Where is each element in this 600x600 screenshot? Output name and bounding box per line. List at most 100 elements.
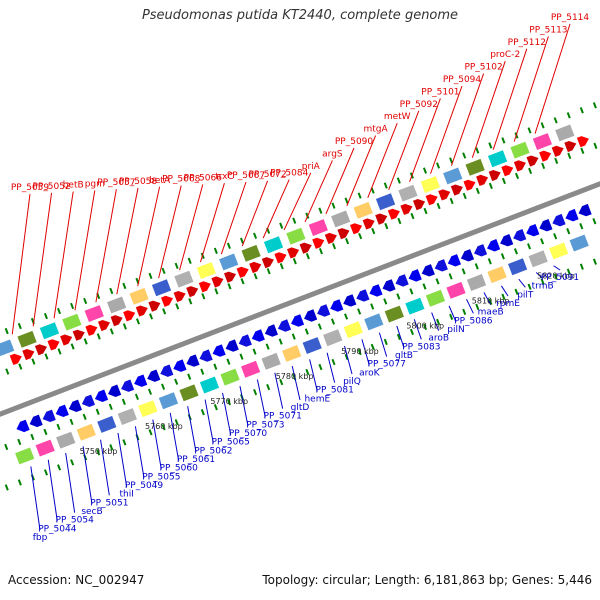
gene-label[interactable]: PP_5061	[177, 455, 215, 465]
gene-label[interactable]: PP_5052	[32, 182, 70, 192]
gene-label[interactable]: trmB	[532, 282, 554, 292]
reverse-gene-arrow[interactable]	[369, 284, 383, 297]
gene-label[interactable]: metW	[384, 112, 411, 122]
forward-gene-arrow[interactable]	[224, 271, 236, 283]
gene-label[interactable]: PP_5101	[421, 87, 459, 97]
gene-label[interactable]: proC-2	[490, 50, 520, 60]
reverse-gene-arrow[interactable]	[474, 244, 488, 257]
gene-label[interactable]: PP_5066	[184, 173, 223, 183]
gene-label[interactable]: priA	[302, 162, 321, 172]
gene-label[interactable]: PP_5068	[162, 175, 201, 185]
reverse-gene-arrow[interactable]	[408, 269, 422, 282]
forward-gene-arrow[interactable]	[324, 232, 337, 244]
gene-label[interactable]: secB	[81, 507, 102, 517]
gene-label[interactable]: argS	[322, 149, 343, 159]
forward-gene-arrow[interactable]	[274, 252, 287, 264]
gene-label[interactable]: PP_5112	[508, 38, 546, 48]
forward-gene-arrow[interactable]	[60, 334, 73, 346]
forward-gene-arrow[interactable]	[526, 155, 539, 167]
gene-label[interactable]: pilQ	[343, 377, 361, 387]
reverse-gene-arrow[interactable]	[55, 404, 69, 417]
reverse-gene-arrow[interactable]	[108, 384, 122, 398]
gene-label[interactable]: rpmE	[496, 299, 520, 309]
gene-label[interactable]: hemE	[304, 394, 330, 404]
forward-gene-arrow[interactable]	[161, 295, 173, 307]
forward-gene-arrow[interactable]	[501, 165, 514, 177]
gene-label[interactable]: PP_5059	[11, 183, 50, 193]
reverse-gene-arrow[interactable]	[565, 208, 579, 222]
gene-label[interactable]: PP_5044	[38, 524, 77, 534]
reverse-gene-arrow[interactable]	[42, 409, 56, 422]
reverse-gene-arrow[interactable]	[29, 414, 43, 428]
gene-label[interactable]: PP_5092	[400, 100, 438, 110]
forward-gene-arrow[interactable]	[287, 247, 300, 259]
forward-gene-arrow[interactable]	[425, 194, 438, 206]
forward-gene-arrow[interactable]	[135, 305, 148, 317]
gene-label[interactable]: PP_5102	[464, 63, 502, 73]
reverse-gene-arrow[interactable]	[160, 364, 174, 377]
forward-gene-arrow[interactable]	[362, 218, 375, 230]
reverse-gene-arrow[interactable]	[94, 389, 109, 403]
gene-label[interactable]: pgm	[85, 179, 105, 189]
gene-label[interactable]: PP_5070	[229, 429, 268, 439]
reverse-gene-arrow[interactable]	[134, 374, 148, 387]
forward-gene-arrow[interactable]	[576, 136, 589, 148]
gene-label[interactable]: PP_5065	[212, 438, 250, 448]
reverse-gene-arrow[interactable]	[186, 354, 200, 367]
gene-label[interactable]: PP_5072	[248, 170, 286, 180]
forward-gene-arrow[interactable]	[539, 150, 552, 162]
forward-gene-arrow[interactable]	[98, 320, 110, 332]
reverse-gene-arrow[interactable]	[147, 369, 161, 382]
forward-gene-arrow[interactable]	[47, 339, 60, 351]
gene-label[interactable]: PP_5090	[335, 137, 374, 147]
gene-label[interactable]: fbp	[33, 533, 48, 543]
forward-gene-arrow[interactable]	[400, 203, 413, 215]
forward-gene-arrow[interactable]	[413, 199, 426, 211]
forward-gene-arrow[interactable]	[173, 291, 186, 303]
reverse-gene-arrow[interactable]	[225, 339, 239, 352]
forward-gene-arrow[interactable]	[211, 276, 224, 288]
gene-label[interactable]: PP_5060	[160, 464, 199, 474]
forward-gene-arrow[interactable]	[261, 257, 274, 269]
reverse-gene-arrow[interactable]	[382, 279, 396, 292]
gene-label[interactable]: gltB	[395, 351, 413, 361]
reverse-gene-arrow[interactable]	[487, 239, 501, 252]
forward-gene-arrow[interactable]	[85, 324, 98, 336]
forward-gene-arrow[interactable]	[186, 286, 199, 298]
reverse-gene-arrow[interactable]	[317, 304, 331, 317]
gene-label[interactable]: PP_5091	[541, 273, 579, 283]
reverse-gene-arrow[interactable]	[539, 219, 553, 232]
gene-label[interactable]: PP_5062	[194, 446, 232, 456]
gene-label[interactable]: PP_5094	[443, 75, 482, 85]
forward-gene-arrow[interactable]	[387, 208, 400, 220]
reverse-gene-arrow[interactable]	[199, 349, 213, 362]
gene-label[interactable]: PP_5049	[125, 481, 164, 491]
reverse-gene-arrow[interactable]	[513, 229, 527, 242]
gene-label[interactable]: pilT	[517, 290, 534, 300]
gene-label[interactable]: PP_5067	[227, 171, 265, 181]
gene-label[interactable]: PP_5058	[119, 177, 158, 187]
reverse-gene-arrow[interactable]	[330, 299, 344, 312]
forward-gene-arrow[interactable]	[337, 228, 350, 240]
reverse-gene-arrow[interactable]	[291, 314, 305, 327]
forward-gene-arrow[interactable]	[312, 237, 325, 249]
forward-gene-arrow[interactable]	[551, 145, 564, 157]
gene-label[interactable]: PP_5086	[454, 316, 493, 326]
forward-gene-arrow[interactable]	[438, 189, 451, 201]
forward-gene-arrow[interactable]	[476, 174, 489, 186]
forward-gene-arrow[interactable]	[350, 223, 363, 235]
gene-label[interactable]: PP_5083	[402, 342, 440, 352]
gene-label[interactable]: thiI	[119, 490, 133, 500]
reverse-gene-arrow[interactable]	[460, 249, 475, 262]
reverse-gene-arrow[interactable]	[578, 203, 592, 217]
reverse-gene-arrow[interactable]	[421, 264, 435, 277]
gene-label[interactable]: betB	[63, 181, 84, 191]
reverse-gene-arrow[interactable]	[500, 234, 514, 247]
reverse-gene-arrow[interactable]	[447, 254, 461, 267]
gene-label[interactable]: betA	[149, 176, 171, 186]
gene-label[interactable]: aroB	[428, 334, 449, 344]
reverse-gene-arrow[interactable]	[552, 213, 566, 227]
reverse-gene-arrow[interactable]	[395, 274, 409, 287]
forward-gene-arrow[interactable]	[375, 213, 388, 225]
reverse-gene-arrow[interactable]	[343, 294, 357, 307]
